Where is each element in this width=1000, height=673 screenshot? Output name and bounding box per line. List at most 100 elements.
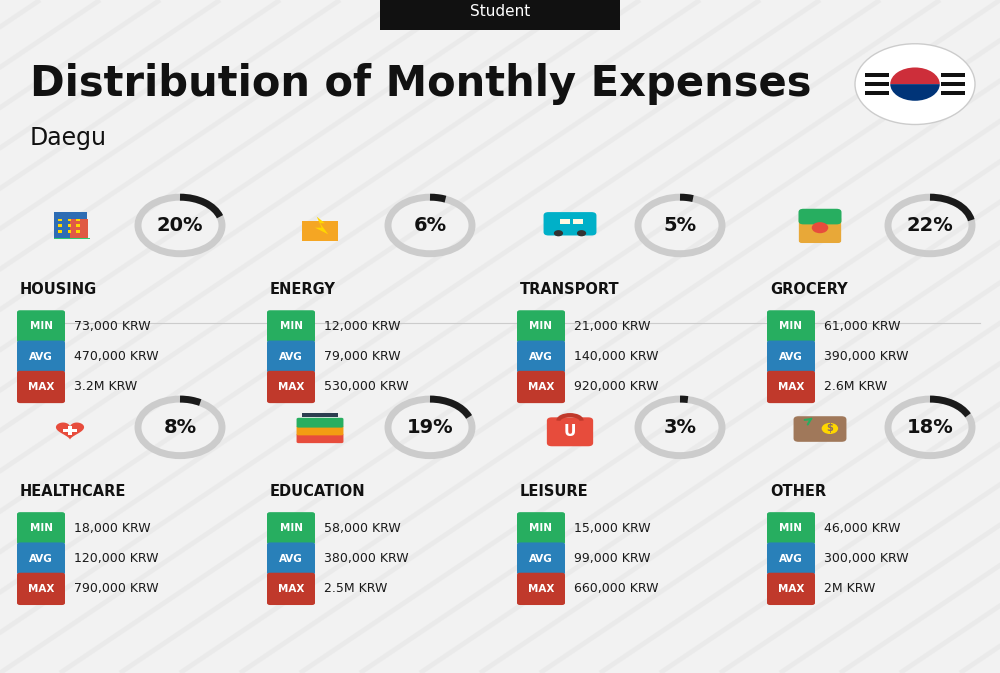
- Text: MAX: MAX: [28, 382, 54, 392]
- FancyBboxPatch shape: [17, 371, 65, 403]
- FancyBboxPatch shape: [68, 230, 71, 233]
- Text: AVG: AVG: [529, 352, 553, 361]
- Circle shape: [822, 423, 838, 434]
- FancyBboxPatch shape: [380, 0, 620, 30]
- Text: 19%: 19%: [407, 418, 453, 437]
- Text: MAX: MAX: [278, 382, 304, 392]
- FancyBboxPatch shape: [767, 371, 815, 403]
- Text: MAX: MAX: [778, 584, 804, 594]
- FancyBboxPatch shape: [941, 82, 965, 86]
- FancyBboxPatch shape: [297, 425, 343, 435]
- Polygon shape: [315, 217, 328, 234]
- FancyBboxPatch shape: [68, 225, 71, 227]
- FancyBboxPatch shape: [76, 225, 80, 227]
- Circle shape: [577, 230, 586, 236]
- Text: HEALTHCARE: HEALTHCARE: [20, 484, 126, 499]
- FancyBboxPatch shape: [794, 416, 846, 442]
- FancyBboxPatch shape: [547, 417, 593, 446]
- Text: MAX: MAX: [278, 584, 304, 594]
- FancyBboxPatch shape: [560, 219, 570, 224]
- Text: EDUCATION: EDUCATION: [270, 484, 366, 499]
- Text: 21,000 KRW: 21,000 KRW: [574, 320, 651, 333]
- Text: 920,000 KRW: 920,000 KRW: [574, 380, 659, 394]
- Text: GROCERY: GROCERY: [770, 282, 848, 297]
- FancyBboxPatch shape: [302, 413, 338, 417]
- Text: 2.6M KRW: 2.6M KRW: [824, 380, 887, 394]
- Text: 3%: 3%: [664, 418, 696, 437]
- FancyBboxPatch shape: [267, 573, 315, 605]
- Text: Student: Student: [470, 4, 530, 20]
- Text: MAX: MAX: [28, 584, 54, 594]
- FancyBboxPatch shape: [17, 341, 65, 373]
- FancyBboxPatch shape: [302, 221, 338, 241]
- FancyBboxPatch shape: [517, 573, 565, 605]
- Text: 790,000 KRW: 790,000 KRW: [74, 582, 159, 596]
- FancyBboxPatch shape: [941, 73, 965, 77]
- FancyBboxPatch shape: [58, 219, 62, 221]
- Polygon shape: [56, 423, 84, 439]
- FancyBboxPatch shape: [767, 573, 815, 605]
- Text: U: U: [564, 424, 576, 439]
- FancyBboxPatch shape: [58, 225, 62, 227]
- FancyBboxPatch shape: [267, 310, 315, 343]
- FancyBboxPatch shape: [573, 219, 583, 224]
- Circle shape: [812, 222, 828, 234]
- FancyBboxPatch shape: [267, 341, 315, 373]
- Text: $: $: [827, 423, 833, 433]
- Text: 58,000 KRW: 58,000 KRW: [324, 522, 401, 535]
- FancyBboxPatch shape: [297, 433, 343, 443]
- Text: 18,000 KRW: 18,000 KRW: [74, 522, 151, 535]
- Text: AVG: AVG: [29, 352, 53, 361]
- FancyBboxPatch shape: [76, 219, 80, 221]
- Text: 8%: 8%: [163, 418, 197, 437]
- FancyBboxPatch shape: [767, 542, 815, 575]
- FancyBboxPatch shape: [517, 341, 565, 373]
- FancyBboxPatch shape: [941, 91, 965, 95]
- FancyBboxPatch shape: [799, 217, 841, 243]
- FancyBboxPatch shape: [767, 341, 815, 373]
- Text: MIN: MIN: [530, 524, 552, 533]
- Text: Daegu: Daegu: [30, 126, 107, 150]
- Text: LEISURE: LEISURE: [520, 484, 589, 499]
- Text: 99,000 KRW: 99,000 KRW: [574, 552, 651, 565]
- FancyBboxPatch shape: [17, 542, 65, 575]
- FancyBboxPatch shape: [297, 418, 343, 427]
- FancyBboxPatch shape: [865, 73, 889, 77]
- FancyBboxPatch shape: [865, 91, 889, 95]
- FancyBboxPatch shape: [517, 310, 565, 343]
- FancyBboxPatch shape: [517, 542, 565, 575]
- FancyBboxPatch shape: [68, 426, 72, 435]
- FancyBboxPatch shape: [58, 230, 62, 233]
- Text: 380,000 KRW: 380,000 KRW: [324, 552, 409, 565]
- Text: MAX: MAX: [528, 584, 554, 594]
- FancyBboxPatch shape: [17, 573, 65, 605]
- Text: 61,000 KRW: 61,000 KRW: [824, 320, 901, 333]
- FancyBboxPatch shape: [544, 212, 596, 236]
- Text: 390,000 KRW: 390,000 KRW: [824, 350, 909, 363]
- FancyBboxPatch shape: [798, 209, 842, 224]
- Text: AVG: AVG: [279, 554, 303, 563]
- Circle shape: [554, 230, 563, 236]
- Text: 120,000 KRW: 120,000 KRW: [74, 552, 158, 565]
- Text: AVG: AVG: [779, 352, 803, 361]
- Text: 2M KRW: 2M KRW: [824, 582, 875, 596]
- FancyBboxPatch shape: [17, 310, 65, 343]
- Text: 470,000 KRW: 470,000 KRW: [74, 350, 159, 363]
- Text: 660,000 KRW: 660,000 KRW: [574, 582, 659, 596]
- FancyBboxPatch shape: [17, 512, 65, 544]
- FancyBboxPatch shape: [68, 219, 71, 221]
- Text: 22%: 22%: [907, 216, 953, 235]
- FancyBboxPatch shape: [865, 82, 889, 86]
- FancyBboxPatch shape: [767, 512, 815, 544]
- Text: AVG: AVG: [779, 554, 803, 563]
- Text: TRANSPORT: TRANSPORT: [520, 282, 620, 297]
- Text: HOUSING: HOUSING: [20, 282, 97, 297]
- Text: Distribution of Monthly Expenses: Distribution of Monthly Expenses: [30, 63, 812, 105]
- Text: 79,000 KRW: 79,000 KRW: [324, 350, 401, 363]
- Text: 300,000 KRW: 300,000 KRW: [824, 552, 909, 565]
- FancyBboxPatch shape: [70, 219, 88, 239]
- FancyBboxPatch shape: [54, 238, 90, 239]
- Wedge shape: [890, 67, 940, 84]
- Text: 12,000 KRW: 12,000 KRW: [324, 320, 400, 333]
- FancyBboxPatch shape: [54, 212, 87, 239]
